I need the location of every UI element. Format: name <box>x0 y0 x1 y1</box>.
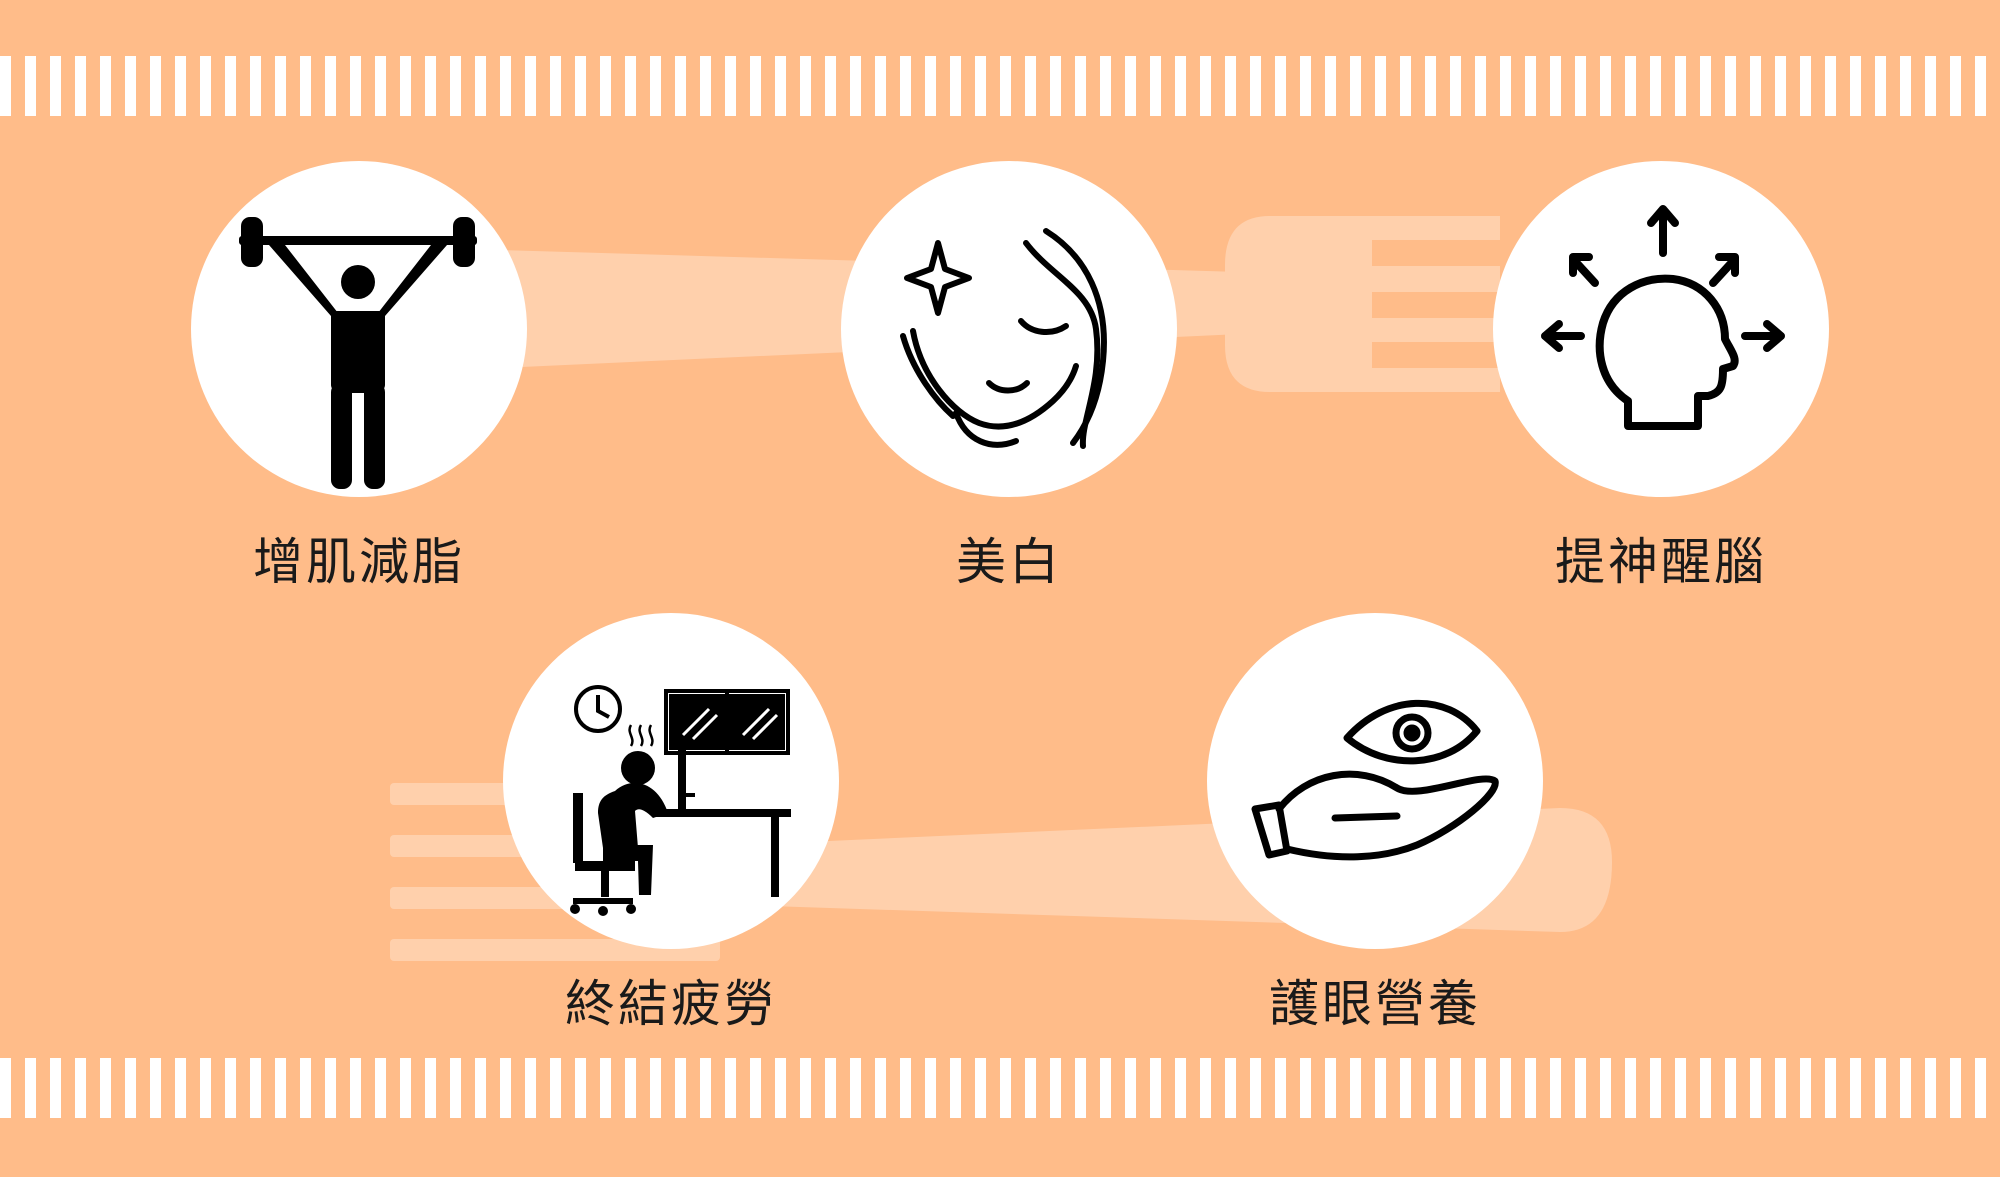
eye-care-circle <box>1207 613 1543 949</box>
weightlifting-circle <box>191 161 527 497</box>
whitening-circle <box>841 161 1177 497</box>
label-eye-nutrition: 護眼營養 <box>1269 975 1481 1033</box>
label-alertness: 提神醒腦 <box>1555 533 1767 591</box>
head-arrows-icon <box>1541 205 1785 430</box>
fatigue-circle <box>503 613 839 949</box>
label-whitening: 美白 <box>956 533 1062 591</box>
weightlifter-icon <box>239 217 477 489</box>
top-stripe-border <box>0 56 2000 116</box>
label-fatigue: 終結疲勞 <box>565 975 777 1033</box>
eye-hand-icon <box>1251 699 1499 861</box>
tired-worker-icon <box>570 685 791 916</box>
label-muscle-fat: 增肌減脂 <box>253 533 465 591</box>
face-sparkle-icon <box>900 228 1107 449</box>
bottom-stripe-border <box>0 1058 2000 1118</box>
alertness-circle <box>1493 161 1829 497</box>
